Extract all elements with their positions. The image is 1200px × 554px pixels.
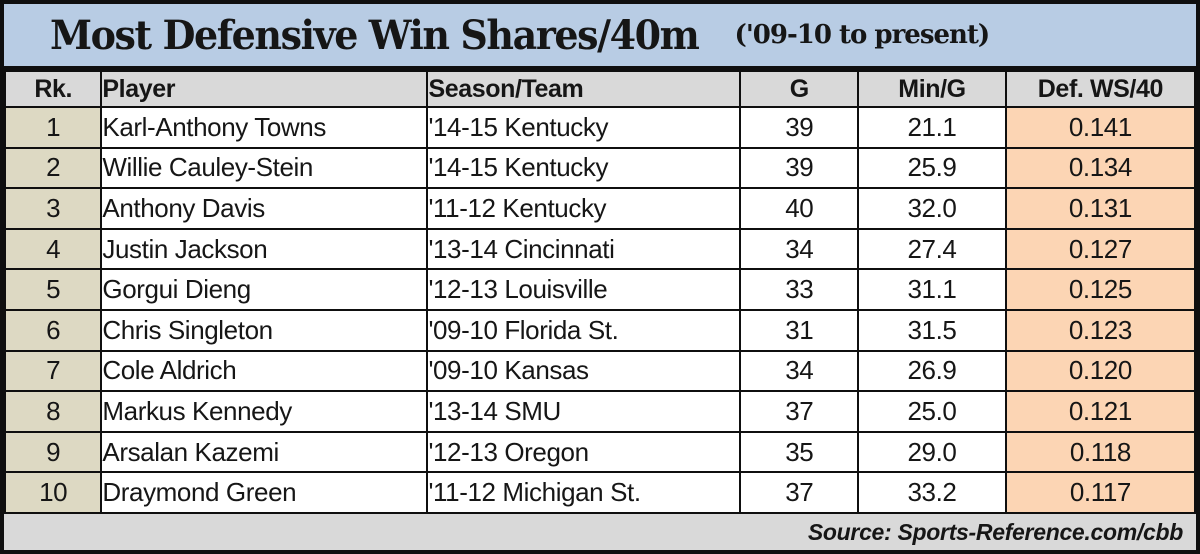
games-cell: 37 [739,471,860,514]
min-per-game-cell: 21.1 [857,106,1007,149]
player-cell: Anthony Davis [100,187,429,230]
season-team-cell: '12-13 Louisville [426,268,742,311]
games-cell: 34 [739,349,860,393]
min-per-game-cell: 25.0 [857,390,1007,433]
min-per-game-cell: 31.1 [857,268,1007,311]
rank-cell: 1 [3,106,103,149]
player-cell: Arsalan Kazemi [100,430,429,474]
rank-cell: 5 [3,268,103,311]
table-row: 5 Gorgui Dieng '12-13 Louisville 33 31.1… [3,268,1197,311]
player-cell: Markus Kennedy [100,390,429,433]
player-cell: Draymond Green [100,471,429,514]
rank-cell: 3 [3,187,103,230]
season-team-cell: '12-13 Oregon [426,430,742,474]
table-row: 4 Justin Jackson '13-14 Cincinnati 34 27… [3,227,1197,271]
def-ws40-cell: 0.120 [1004,349,1197,393]
table-row: 1 Karl-Anthony Towns '14-15 Kentucky 39 … [3,106,1197,149]
source-text: Source: Sports-Reference.com/cbb [807,518,1183,545]
page-title: Most Defensive Win Shares/40m [50,11,700,59]
player-cell: Justin Jackson [100,227,429,271]
season-team-cell: '11-12 Kentucky [426,187,742,230]
season-team-cell: '14-15 Kentucky [426,146,742,190]
table-row: 7 Cole Aldrich '09-10 Kansas 34 26.9 0.1… [3,349,1197,393]
table-row: 2 Willie Cauley-Stein '14-15 Kentucky 39… [3,146,1197,190]
def-ws40-cell: 0.123 [1004,308,1197,352]
rank-cell: 10 [3,471,103,514]
min-per-game-cell: 27.4 [857,227,1007,271]
season-team-cell: '13-14 SMU [426,390,742,433]
games-cell: 39 [739,146,860,190]
table-row: 10 Draymond Green '11-12 Michigan St. 37… [3,471,1197,514]
col-header-rank: Rk. [3,70,103,108]
games-cell: 37 [739,390,860,433]
rank-cell: 7 [3,349,103,393]
player-cell: Gorgui Dieng [100,268,429,311]
season-team-cell: '11-12 Michigan St. [426,471,742,514]
col-header-games: G [739,70,860,108]
player-cell: Willie Cauley-Stein [100,146,429,190]
source-footer: Source: Sports-Reference.com/cbb [4,514,1196,550]
def-ws40-cell: 0.131 [1004,187,1197,230]
rank-cell: 6 [3,308,103,352]
col-header-player: Player [100,70,429,108]
rank-cell: 9 [3,430,103,474]
rank-cell: 4 [3,227,103,271]
player-cell: Karl-Anthony Towns [100,106,429,149]
table-row: 9 Arsalan Kazemi '12-13 Oregon 35 29.0 0… [3,430,1197,474]
min-per-game-cell: 26.9 [857,349,1007,393]
games-cell: 33 [739,268,860,311]
games-cell: 39 [739,106,860,149]
games-cell: 34 [739,227,860,271]
min-per-game-cell: 29.0 [857,430,1007,474]
table-row: 6 Chris Singleton '09-10 Florida St. 31 … [3,308,1197,352]
games-cell: 40 [739,187,860,230]
min-per-game-cell: 32.0 [857,187,1007,230]
rank-cell: 2 [3,146,103,190]
header-row: Rk. Player Season/Team G Min/G Def. WS/4… [3,70,1197,108]
def-ws40-cell: 0.121 [1004,390,1197,433]
table-row: 8 Markus Kennedy '13-14 SMU 37 25.0 0.12… [3,390,1197,433]
def-ws40-cell: 0.125 [1004,268,1197,311]
def-ws40-cell: 0.118 [1004,430,1197,474]
season-team-cell: '14-15 Kentucky [426,106,742,149]
min-per-game-cell: 33.2 [857,471,1007,514]
page-title-subtitle: ('09-10 to present) [734,20,991,50]
season-team-cell: '09-10 Kansas [426,349,742,393]
season-team-cell: '13-14 Cincinnati [426,227,742,271]
games-cell: 31 [739,308,860,352]
rank-cell: 8 [3,390,103,433]
min-per-game-cell: 31.5 [857,308,1007,352]
col-header-min-per-game: Min/G [857,70,1007,108]
title-bar: Most Defensive Win Shares/40m ('09-10 to… [4,4,1196,70]
col-header-season-team: Season/Team [426,70,742,108]
player-cell: Cole Aldrich [100,349,429,393]
def-ws40-cell: 0.117 [1004,471,1197,514]
col-header-def-ws40: Def. WS/40 [1004,70,1197,108]
defensive-win-shares-table: Rk. Player Season/Team G Min/G Def. WS/4… [3,70,1197,514]
def-ws40-cell: 0.134 [1004,146,1197,190]
games-cell: 35 [739,430,860,474]
player-cell: Chris Singleton [100,308,429,352]
def-ws40-cell: 0.127 [1004,227,1197,271]
table-row: 3 Anthony Davis '11-12 Kentucky 40 32.0 … [3,187,1197,230]
season-team-cell: '09-10 Florida St. [426,308,742,352]
min-per-game-cell: 25.9 [857,146,1007,190]
def-ws40-cell: 0.141 [1004,106,1197,149]
